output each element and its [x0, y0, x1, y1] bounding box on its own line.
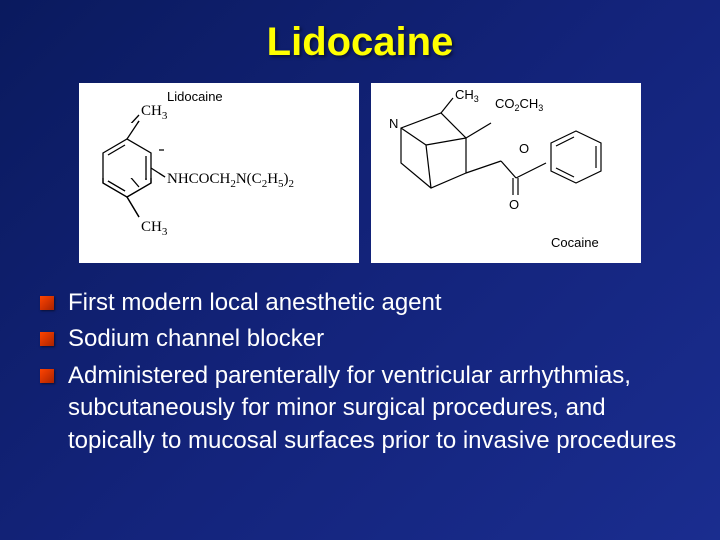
svg-text:O: O — [509, 197, 519, 212]
bullet-text: First modern local anesthetic agent — [68, 287, 680, 319]
svg-text:CH3: CH3 — [141, 103, 168, 122]
list-item: Sodium channel blocker — [40, 323, 680, 355]
svg-text:CH3: CH3 — [141, 219, 168, 238]
svg-text:N: N — [389, 116, 398, 131]
bullet-text: Administered parenterally for ventricula… — [68, 360, 680, 457]
cocaine-svg: N CH3 CO2CH3 O O — [371, 83, 641, 263]
cocaine-structure: Cocaine — [371, 83, 641, 263]
svg-text:O: O — [519, 141, 529, 156]
list-item: Administered parenterally for ventricula… — [40, 360, 680, 457]
lidocaine-svg: CH3 CH3 NHCOCH2N(C2H5)2 — [79, 83, 359, 263]
bullet-icon — [40, 369, 54, 383]
chemical-structures-row: Lidocaine CH3 — [40, 83, 680, 263]
bullet-list: First modern local anesthetic agent Sodi… — [40, 287, 680, 457]
svg-text:CO2CH3: CO2CH3 — [495, 96, 543, 113]
list-item: First modern local anesthetic agent — [40, 287, 680, 319]
slide: Lidocaine Lidocaine — [0, 0, 720, 540]
bullet-text: Sodium channel blocker — [68, 323, 680, 355]
svg-text:NHCOCH2N(C2H5)2: NHCOCH2N(C2H5)2 — [167, 171, 294, 190]
lidocaine-structure: Lidocaine CH3 — [79, 83, 359, 263]
lidocaine-label: Lidocaine — [167, 89, 223, 104]
bullet-icon — [40, 332, 54, 346]
slide-title: Lidocaine — [40, 20, 680, 65]
bullet-icon — [40, 296, 54, 310]
svg-text:CH3: CH3 — [455, 87, 479, 104]
cocaine-label: Cocaine — [551, 235, 599, 250]
